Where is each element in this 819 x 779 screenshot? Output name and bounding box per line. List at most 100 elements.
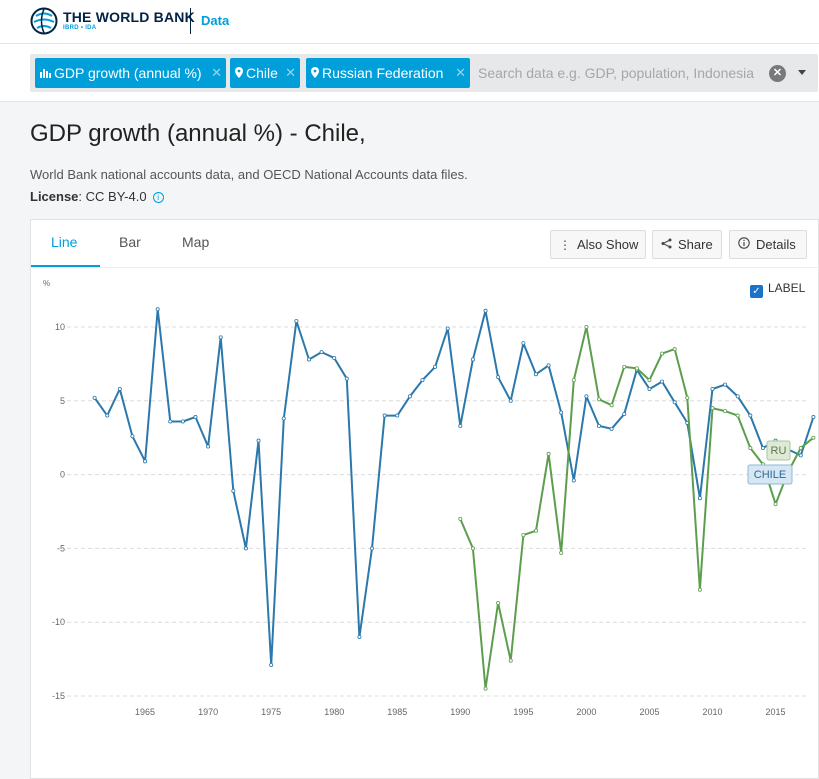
chart-panel: Line Bar Map ⋮ Also Show Share Details ✓ L… [30, 219, 819, 779]
data-point [420, 378, 425, 383]
brand-name[interactable]: THE WORLD BANK [63, 9, 195, 25]
data-point [357, 634, 362, 639]
data-point [647, 378, 652, 383]
chip-remove-icon[interactable]: ✕ [455, 65, 466, 80]
chip-country-russia[interactable]: Russian Federation ✕ [306, 58, 470, 88]
data-point [609, 426, 614, 431]
info-icon[interactable]: i [152, 192, 164, 203]
data-point [571, 478, 576, 483]
series-label-ru: RU [771, 445, 787, 457]
data-point [231, 488, 236, 493]
data-point [811, 415, 816, 420]
label-toggle-text: LABEL [768, 281, 806, 295]
data-point [811, 435, 816, 440]
brand-divider [190, 8, 191, 34]
chevron-down-icon[interactable] [798, 70, 806, 75]
details-label: Details [756, 237, 796, 252]
top-bar: THE WORLD BANK IBRD • IDA Data [0, 0, 819, 44]
checkbox-checked-icon[interactable]: ✓ [750, 285, 763, 298]
x-tick-label: 2010 [702, 707, 722, 717]
y-tick-label: -15 [52, 691, 65, 701]
data-point [798, 446, 803, 451]
map-marker-icon [311, 59, 319, 89]
chip-indicator-label: GDP growth (annual %) [54, 65, 202, 81]
brand-subtitle: IBRD • IDA [63, 25, 97, 31]
source-text: World Bank national accounts data, and O… [30, 167, 468, 182]
details-button[interactable]: Details [729, 230, 807, 259]
data-point [723, 382, 728, 387]
search-input[interactable]: Search data e.g. GDP, population, Indone… [478, 65, 755, 81]
data-point [143, 459, 148, 464]
tab-line[interactable]: Line [51, 234, 78, 250]
data-point [597, 397, 602, 402]
x-tick-label: 1995 [513, 707, 533, 717]
license-value: : CC BY-4.0 [78, 189, 147, 204]
data-point [710, 386, 715, 391]
data-point [269, 663, 274, 668]
share-button[interactable]: Share [652, 230, 722, 259]
data-point [180, 419, 185, 424]
chip-country-chile[interactable]: Chile ✕ [230, 58, 300, 88]
data-point [697, 587, 702, 592]
data-point [559, 410, 564, 415]
y-axis-unit-label: % [43, 279, 50, 288]
world-bank-globe-icon[interactable] [30, 7, 58, 35]
tabs-divider [31, 267, 819, 268]
tab-map[interactable]: Map [182, 234, 210, 250]
chip-remove-icon[interactable]: ✕ [285, 65, 296, 80]
data-point [332, 355, 337, 360]
x-tick-label: 1985 [387, 707, 407, 717]
chip-country-russia-label: Russian Federation [322, 65, 444, 81]
share-label: Share [678, 237, 713, 252]
data-point [319, 350, 324, 355]
search-band: GDP growth (annual %) ✕ Chile ✕ Russian … [0, 44, 819, 102]
chip-country-chile-label: Chile [246, 65, 278, 81]
data-point [710, 406, 715, 411]
data-point [609, 403, 614, 408]
clear-search-icon[interactable]: ✕ [769, 65, 786, 82]
x-tick-label: 2015 [766, 707, 786, 717]
series-line-ru [459, 326, 815, 690]
bar-chart-icon [40, 59, 51, 89]
data-point [496, 375, 501, 380]
label-toggle[interactable]: ✓ LABEL [750, 281, 805, 298]
chip-remove-icon[interactable]: ✕ [211, 65, 222, 80]
data-point [533, 528, 538, 533]
x-tick-label: 1975 [261, 707, 281, 717]
series-line-chile [93, 308, 815, 666]
y-tick-label: 0 [60, 470, 65, 480]
section-link-data[interactable]: Data [201, 13, 230, 28]
x-tick-label: 2000 [576, 707, 596, 717]
data-point [748, 413, 753, 418]
share-icon [661, 232, 672, 259]
also-show-button[interactable]: ⋮ Also Show [550, 230, 646, 259]
data-point [458, 423, 463, 428]
data-point [521, 533, 526, 538]
x-tick-label: 1980 [324, 707, 344, 717]
data-point [130, 434, 135, 439]
chip-indicator[interactable]: GDP growth (annual %) ✕ [35, 58, 226, 88]
data-point [281, 416, 286, 421]
tab-bar[interactable]: Bar [119, 234, 141, 250]
map-marker-icon [235, 59, 243, 89]
page-title: GDP growth (annual %) - Chile, [30, 120, 366, 147]
data-point [773, 502, 778, 507]
data-point [105, 413, 110, 418]
data-point [723, 409, 728, 414]
data-point [483, 686, 488, 691]
x-tick-label: 1990 [450, 707, 470, 717]
data-point [672, 400, 677, 405]
data-point [256, 438, 261, 443]
series-label-chile: CHILE [754, 469, 786, 481]
data-point [735, 394, 740, 399]
data-point [344, 376, 349, 381]
info-circle-icon [738, 232, 750, 259]
label-box-ru [766, 440, 791, 461]
data-point [168, 419, 173, 424]
data-point [294, 319, 299, 324]
y-tick-label: 10 [55, 322, 65, 332]
search-box[interactable]: GDP growth (annual %) ✕ Chile ✕ Russian … [30, 54, 818, 92]
data-point [306, 357, 311, 362]
data-point [395, 413, 400, 418]
x-tick-label: 1970 [198, 707, 218, 717]
